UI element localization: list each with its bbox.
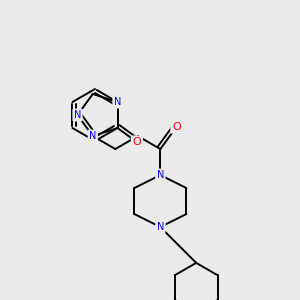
Text: N: N xyxy=(89,131,97,141)
Text: N: N xyxy=(114,97,121,107)
Text: N: N xyxy=(157,170,164,180)
Text: N: N xyxy=(74,110,81,120)
Text: N: N xyxy=(157,222,164,232)
Text: O: O xyxy=(172,122,181,132)
Text: O: O xyxy=(133,137,141,147)
